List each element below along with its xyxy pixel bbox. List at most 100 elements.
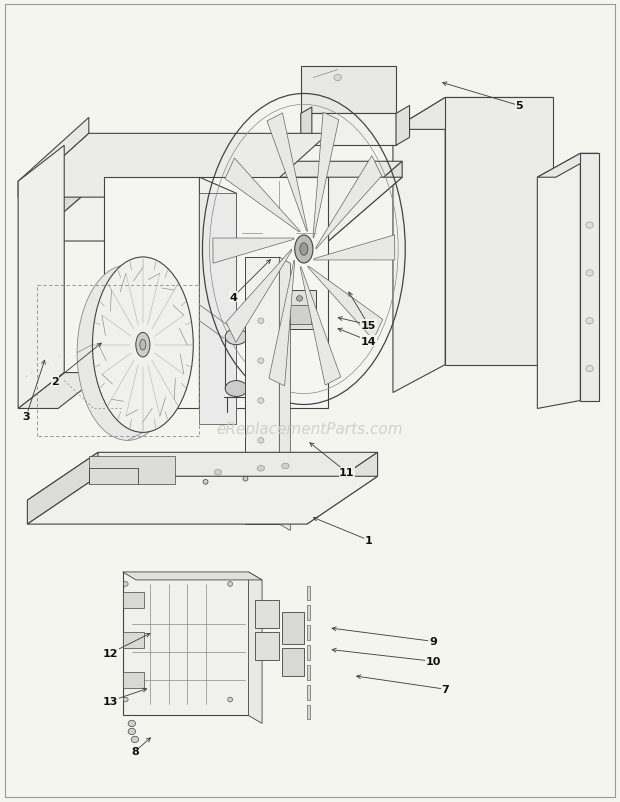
Ellipse shape xyxy=(128,720,136,727)
Ellipse shape xyxy=(140,340,146,350)
Polygon shape xyxy=(307,585,310,600)
Ellipse shape xyxy=(123,697,128,702)
Polygon shape xyxy=(123,592,144,608)
Ellipse shape xyxy=(586,270,593,277)
Ellipse shape xyxy=(128,728,136,735)
Text: 3: 3 xyxy=(22,412,30,422)
Polygon shape xyxy=(200,178,236,425)
Polygon shape xyxy=(123,573,262,580)
Polygon shape xyxy=(301,67,396,114)
Text: 8: 8 xyxy=(131,747,139,756)
Polygon shape xyxy=(104,178,329,409)
Ellipse shape xyxy=(300,244,308,256)
Polygon shape xyxy=(445,99,552,365)
Polygon shape xyxy=(282,291,316,330)
Polygon shape xyxy=(313,113,339,239)
Ellipse shape xyxy=(228,581,232,586)
Polygon shape xyxy=(307,606,310,620)
Ellipse shape xyxy=(123,581,128,586)
Ellipse shape xyxy=(225,381,247,397)
Text: 14: 14 xyxy=(361,336,376,346)
Text: 1: 1 xyxy=(365,536,372,545)
Polygon shape xyxy=(123,573,249,715)
Polygon shape xyxy=(27,453,378,500)
Text: 2: 2 xyxy=(51,376,59,386)
Text: eReplacementParts.com: eReplacementParts.com xyxy=(216,421,404,436)
Ellipse shape xyxy=(258,478,264,484)
Polygon shape xyxy=(307,705,310,719)
Ellipse shape xyxy=(214,470,221,476)
Polygon shape xyxy=(200,194,236,425)
Ellipse shape xyxy=(258,438,264,444)
Ellipse shape xyxy=(131,736,138,743)
Polygon shape xyxy=(123,632,144,648)
Ellipse shape xyxy=(258,318,264,324)
Text: 7: 7 xyxy=(441,684,449,695)
Ellipse shape xyxy=(92,257,193,433)
Polygon shape xyxy=(225,159,300,233)
Polygon shape xyxy=(329,162,402,241)
Polygon shape xyxy=(301,108,312,146)
Polygon shape xyxy=(267,114,308,232)
Ellipse shape xyxy=(265,212,293,256)
Ellipse shape xyxy=(136,333,150,358)
Polygon shape xyxy=(396,107,410,146)
Polygon shape xyxy=(538,154,599,178)
Ellipse shape xyxy=(77,265,178,441)
Ellipse shape xyxy=(203,480,208,484)
Polygon shape xyxy=(307,626,310,640)
Polygon shape xyxy=(18,146,64,409)
Polygon shape xyxy=(308,267,383,340)
Ellipse shape xyxy=(259,204,299,264)
Polygon shape xyxy=(300,267,341,386)
Polygon shape xyxy=(30,178,402,241)
Text: 5: 5 xyxy=(515,101,523,111)
Polygon shape xyxy=(255,632,279,660)
Polygon shape xyxy=(282,612,304,644)
Polygon shape xyxy=(316,156,382,249)
Text: 12: 12 xyxy=(102,649,118,658)
Polygon shape xyxy=(314,236,395,261)
Ellipse shape xyxy=(225,330,247,345)
Polygon shape xyxy=(249,573,262,723)
Polygon shape xyxy=(27,476,378,525)
Polygon shape xyxy=(226,249,292,343)
Ellipse shape xyxy=(281,464,289,469)
Polygon shape xyxy=(301,114,396,146)
Polygon shape xyxy=(27,453,98,525)
Polygon shape xyxy=(255,600,279,628)
Ellipse shape xyxy=(334,75,342,82)
Polygon shape xyxy=(307,666,310,680)
Polygon shape xyxy=(393,99,552,130)
Polygon shape xyxy=(269,261,294,387)
Text: 9: 9 xyxy=(429,637,437,646)
Polygon shape xyxy=(30,162,402,226)
Polygon shape xyxy=(279,257,290,531)
Polygon shape xyxy=(89,457,175,484)
Polygon shape xyxy=(18,134,329,198)
Ellipse shape xyxy=(258,399,264,403)
Text: 6: 6 xyxy=(365,320,372,330)
Polygon shape xyxy=(580,154,599,401)
Ellipse shape xyxy=(257,466,265,472)
Polygon shape xyxy=(307,646,310,660)
Ellipse shape xyxy=(586,223,593,229)
Polygon shape xyxy=(307,453,378,525)
Polygon shape xyxy=(287,306,311,325)
Text: 4: 4 xyxy=(229,293,237,302)
Polygon shape xyxy=(123,672,144,688)
Text: 13: 13 xyxy=(103,696,118,707)
Polygon shape xyxy=(538,154,580,409)
Polygon shape xyxy=(30,162,104,241)
Polygon shape xyxy=(18,373,104,409)
Polygon shape xyxy=(307,686,310,699)
Polygon shape xyxy=(246,257,279,525)
Ellipse shape xyxy=(586,318,593,325)
Ellipse shape xyxy=(258,358,264,364)
Text: 15: 15 xyxy=(361,320,376,330)
Text: 11: 11 xyxy=(339,468,355,478)
Ellipse shape xyxy=(296,296,303,302)
Ellipse shape xyxy=(586,366,593,372)
Polygon shape xyxy=(18,118,89,198)
Ellipse shape xyxy=(228,697,232,702)
